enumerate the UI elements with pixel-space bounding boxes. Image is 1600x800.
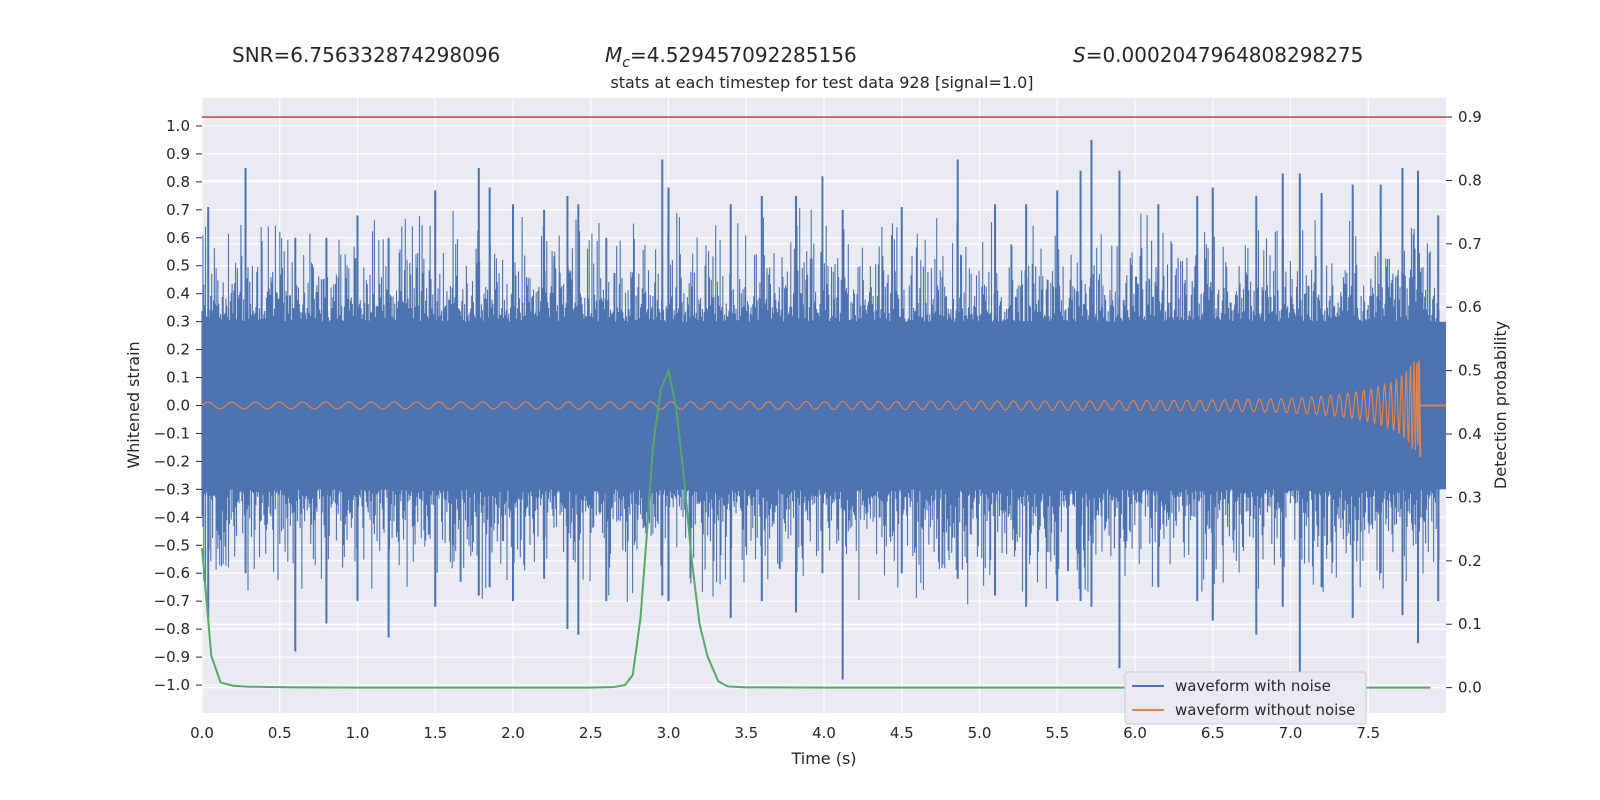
x-tick-label: 2.0 (501, 724, 525, 742)
y-tick-label: −0.3 (154, 480, 190, 498)
y-tick-labels: 1.0 0.9 0.8 0.7 0.6 0.5 0.4 0.3 0.2 0.1 0.0 −0.1 −0.… (154, 117, 202, 694)
x-tick-label: 4.5 (890, 724, 914, 742)
legend-label-clean: waveform without noise (1175, 701, 1355, 719)
y2-tick-label: 0.7 (1458, 235, 1482, 253)
x-axis-label: Time (s) (790, 749, 856, 768)
y-tick-label: 0.2 (166, 341, 190, 359)
y2-tick-label: 0.5 (1458, 362, 1482, 380)
y-tick-label: 0.7 (166, 201, 190, 219)
y-tick-label: −0.1 (154, 424, 190, 442)
x-tick-label: 7.0 (1279, 724, 1303, 742)
x-tick-label: 5.5 (1045, 724, 1069, 742)
chirp-mass-stat: Mc=4.529457092285156 (605, 43, 857, 71)
x-tick-label: 1.0 (346, 724, 370, 742)
y-tick-label: 0.1 (166, 369, 190, 387)
x-tick-label: 1.5 (423, 724, 447, 742)
y2-tick-labels: 0.9 0.8 0.7 0.6 0.5 0.4 0.3 0.2 0.1 0.0 (1446, 108, 1482, 697)
s-stat: S=0.0002047964808298275 (1073, 43, 1363, 67)
x-tick-label: 6.5 (1201, 724, 1225, 742)
x-tick-label: 0.0 (190, 724, 214, 742)
chart-title: stats at each timestep for test data 928… (610, 73, 1033, 92)
y-tick-label: 1.0 (166, 117, 190, 135)
y2-tick-label: 0.6 (1458, 298, 1482, 316)
y-tick-label: 0.3 (166, 313, 190, 331)
y2-tick-label: 0.2 (1458, 552, 1482, 570)
x-tick-label: 4.0 (812, 724, 836, 742)
clean-waveform-merger-spike (1417, 360, 1422, 457)
y-tick-label: 0.0 (166, 397, 190, 415)
legend-label-noise: waveform with noise (1175, 677, 1331, 695)
y-tick-label: −0.4 (154, 508, 190, 526)
y-tick-label: 0.5 (166, 257, 190, 275)
y-tick-label: −0.5 (154, 536, 190, 554)
y2-tick-label: 0.8 (1458, 171, 1482, 189)
y2-tick-label: 0.3 (1458, 488, 1482, 506)
legend-box (1124, 671, 1367, 725)
x-tick-label: 7.5 (1356, 724, 1380, 742)
clean-waveform (201, 360, 1420, 450)
y-tick-label: 0.9 (166, 145, 190, 163)
snr-stat: SNR=6.756332874298096 (232, 43, 500, 67)
y-tick-label: −0.7 (154, 592, 190, 610)
y-tick-label: −0.9 (154, 648, 190, 666)
x-tick-label: 2.5 (579, 724, 603, 742)
y2-tick-label: 0.1 (1458, 615, 1482, 633)
y-tick-label: 0.4 (166, 285, 190, 303)
y2-tick-label: 0.0 (1458, 679, 1482, 697)
probability-line (201, 367, 1431, 689)
x-tick-label: 0.5 (268, 724, 292, 742)
series-probability (201, 367, 1431, 689)
y2-tick-label: 0.9 (1458, 108, 1482, 126)
x-tick-label: 5.0 (968, 724, 992, 742)
y-tick-label: −0.8 (154, 620, 190, 638)
y-tick-label: 0.8 (166, 173, 190, 191)
legend: waveform with noise waveform without noi… (1124, 671, 1367, 725)
y-tick-label: −1.0 (154, 676, 190, 694)
y-axis-label: Whitened strain (124, 341, 143, 468)
y2-tick-label: 0.4 (1458, 425, 1482, 443)
y-tick-label: −0.6 (154, 564, 190, 582)
x-tick-label: 3.5 (734, 724, 758, 742)
series-clean (201, 360, 1446, 457)
x-tick-labels: 0.0 0.5 1.0 1.5 2.0 2.5 3.0 3.5 4.0 4.5 5.0 5.5 6.0 6… (190, 724, 1380, 742)
y-tick-label: 0.6 (166, 229, 190, 247)
x-tick-label: 6.0 (1123, 724, 1147, 742)
x-tick-label: 3.0 (657, 724, 681, 742)
y2-axis-label: Detection probability (1491, 321, 1510, 489)
y-tick-label: −0.2 (154, 452, 190, 470)
